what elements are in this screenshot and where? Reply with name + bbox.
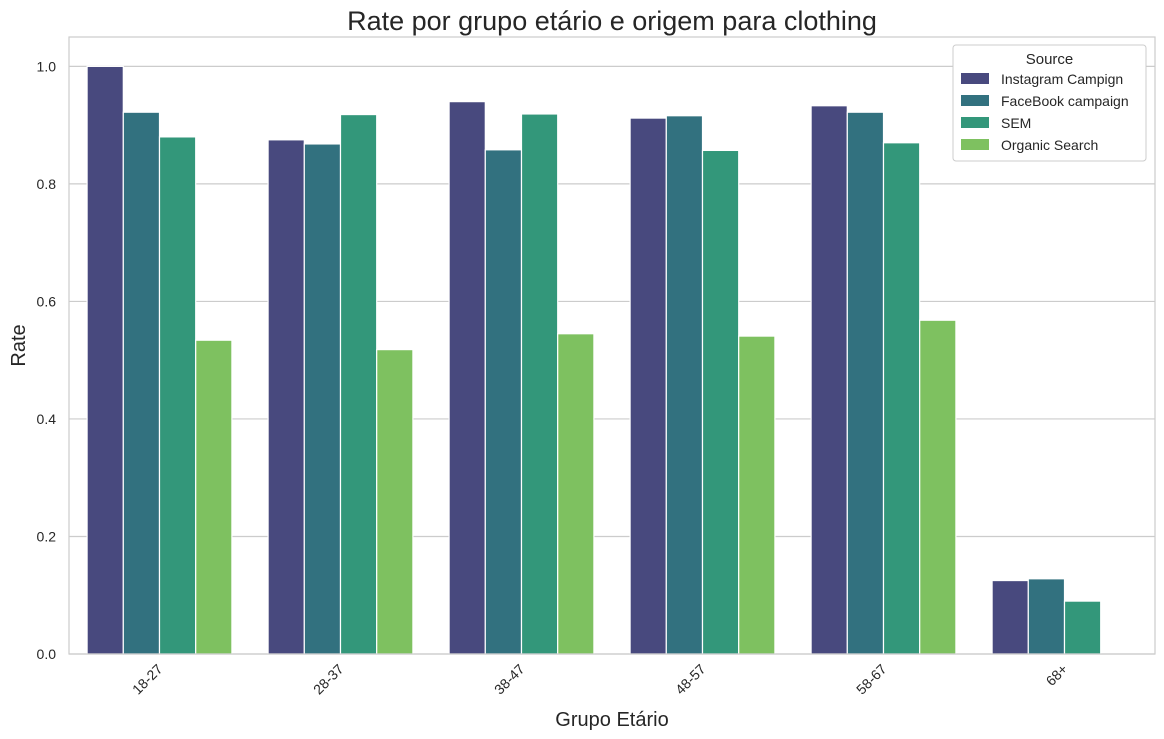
y-axis-title: Rate [8, 324, 30, 366]
bar [919, 319, 957, 655]
bar [557, 333, 595, 655]
bar [810, 105, 848, 655]
bar [1027, 578, 1066, 655]
bar [376, 349, 414, 655]
bar [882, 142, 921, 655]
legend-title: Source [1026, 51, 1074, 68]
x-tick-label: 28-37 [310, 661, 347, 698]
bar [991, 579, 1029, 655]
x-tick-label: 68+ [1043, 661, 1071, 689]
legend: Source Instagram Campign FaceBook campaig… [952, 44, 1147, 162]
bar [339, 113, 378, 655]
x-tick-label: 18-27 [129, 661, 166, 698]
legend-item: Organic Search [961, 137, 1098, 153]
legend-label: SEM [1001, 115, 1031, 131]
bar [484, 149, 523, 655]
legend-swatch [961, 117, 989, 128]
y-tick-label: 0.6 [37, 293, 57, 309]
y-tick-label: 0.0 [37, 646, 57, 662]
legend-box [952, 44, 1147, 162]
bar [448, 101, 486, 655]
legend-label: Instagram Campign [1001, 71, 1123, 87]
legend-item: Instagram Campign [961, 71, 1123, 87]
bar [158, 136, 197, 655]
legend-swatch [961, 95, 989, 106]
bar [846, 111, 885, 655]
bar [520, 113, 559, 655]
bar [665, 115, 704, 655]
bar [701, 149, 740, 655]
legend-label: Organic Search [1001, 137, 1098, 153]
bar-layer [86, 65, 1102, 655]
legend-items: Instagram Campign FaceBook campaign SEM Org… [961, 71, 1129, 153]
y-tick-label: 0.2 [37, 528, 57, 544]
bar [1063, 600, 1102, 655]
bar [267, 139, 305, 655]
plot-frame [68, 36, 1156, 655]
y-tick-label: 0.8 [37, 176, 57, 192]
legend-label: FaceBook campaign [1001, 93, 1129, 109]
x-axis-title: Grupo Etário [555, 709, 668, 731]
x-tick-label: 38-47 [491, 661, 528, 698]
y-tick-label: 0.4 [37, 411, 57, 427]
chart-title: Rate por grupo etário e origem para clot… [347, 6, 877, 36]
bar [195, 339, 233, 655]
legend-item: FaceBook campaign [961, 93, 1129, 109]
x-tick-label: 58-67 [853, 661, 890, 698]
bar [629, 117, 667, 655]
x-tick-label: 48-57 [672, 661, 709, 698]
bar [738, 335, 776, 655]
bar [303, 143, 342, 655]
legend-swatch [961, 73, 989, 84]
legend-item: SEM [961, 115, 1031, 131]
legend-swatch [961, 139, 989, 150]
bar [122, 111, 161, 655]
y-tick-label: 1.0 [37, 58, 57, 74]
bar [86, 65, 124, 655]
